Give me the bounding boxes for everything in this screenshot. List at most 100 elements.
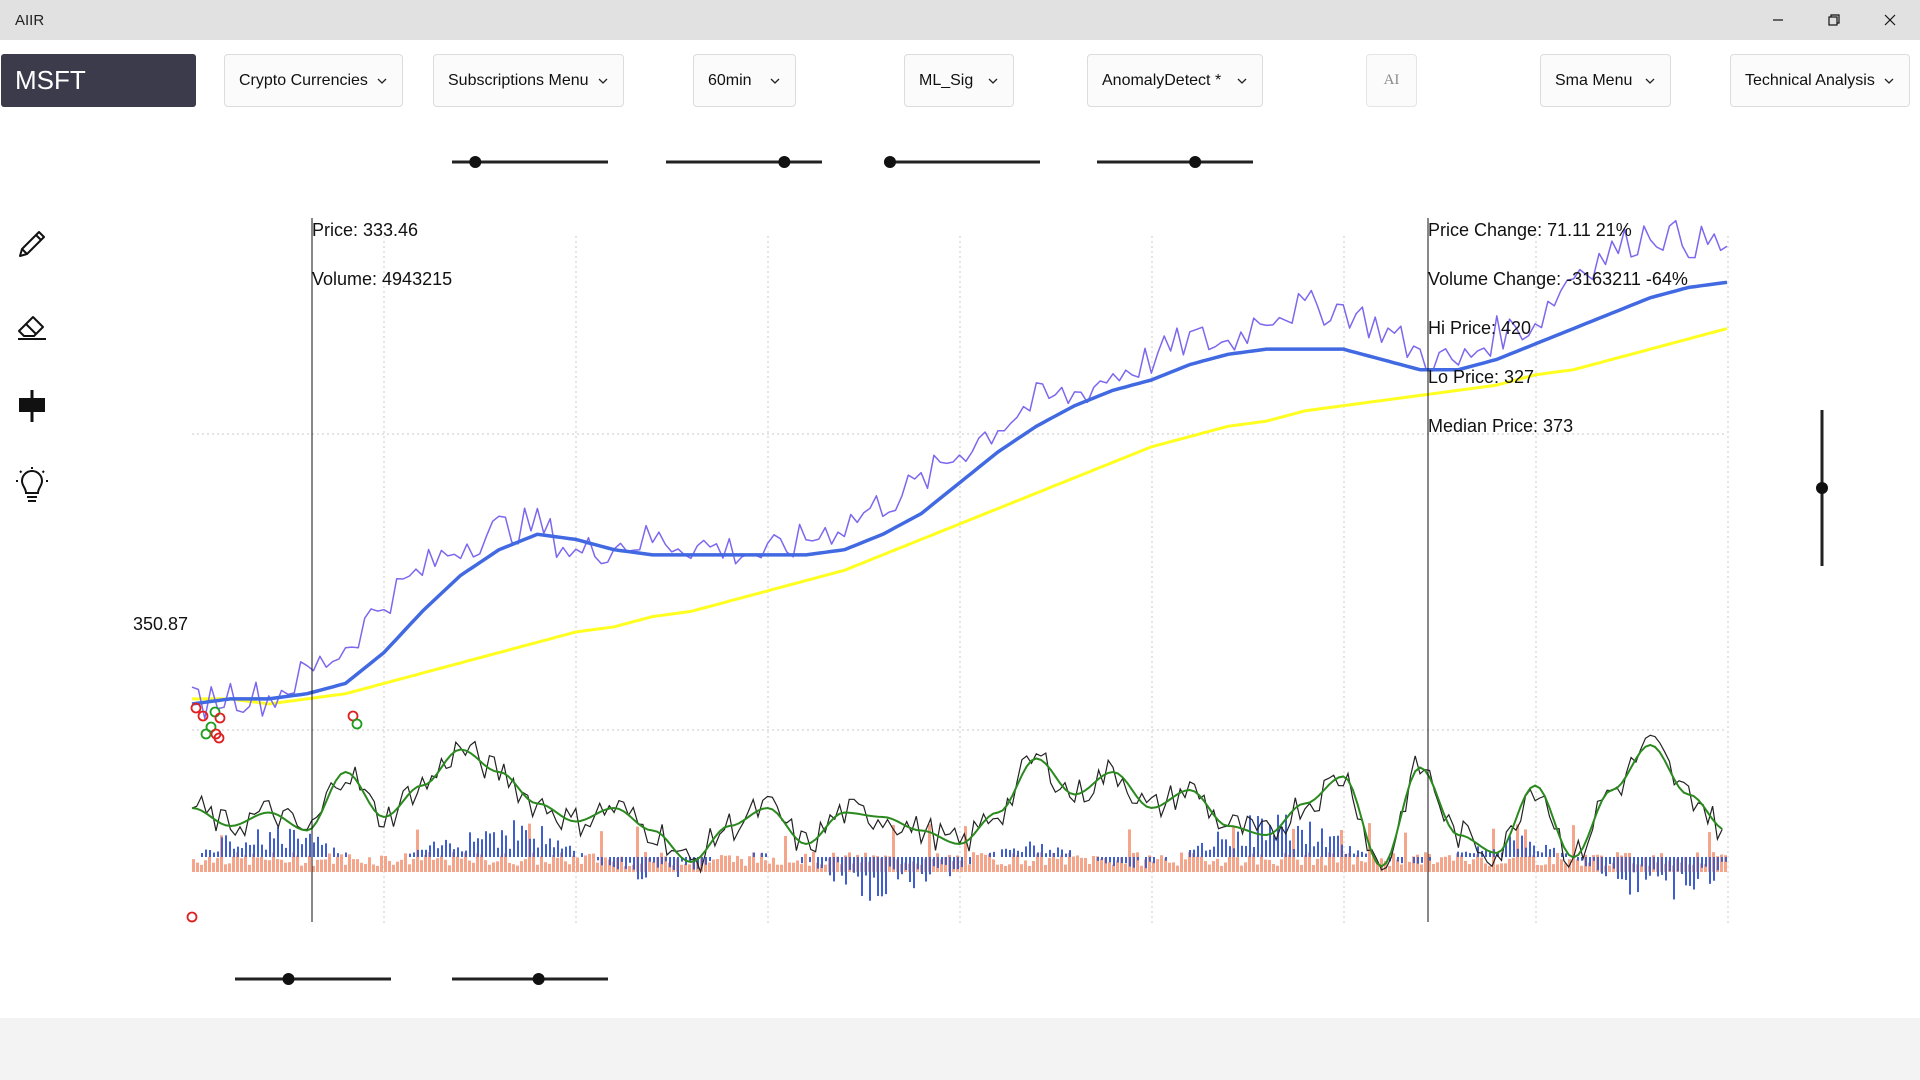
volume-bar bbox=[1380, 858, 1383, 872]
momentum-bar bbox=[1597, 857, 1599, 871]
volume-bar bbox=[472, 862, 475, 872]
volume-bar bbox=[680, 864, 683, 872]
volume-bar bbox=[244, 855, 247, 872]
volume-bar bbox=[1520, 856, 1523, 872]
insight-tool-button[interactable] bbox=[8, 462, 56, 510]
sma-menu-dropdown[interactable]: Sma Menu bbox=[1540, 54, 1671, 107]
restore-button[interactable] bbox=[1806, 0, 1862, 40]
momentum-bar bbox=[453, 849, 455, 857]
momentum-bar bbox=[617, 857, 619, 870]
momentum-bar bbox=[237, 846, 239, 857]
volume-bar bbox=[1248, 855, 1251, 872]
momentum-bar bbox=[1541, 852, 1543, 857]
momentum-bar bbox=[705, 857, 707, 865]
momentum-bar bbox=[1101, 857, 1103, 861]
vertical-slider[interactable] bbox=[1810, 408, 1834, 568]
momentum-bar bbox=[493, 832, 495, 857]
slider-thumb[interactable] bbox=[1816, 482, 1828, 494]
momentum-bar bbox=[1713, 857, 1715, 881]
volume-bar bbox=[1048, 857, 1051, 872]
slider-thumb[interactable] bbox=[532, 973, 545, 985]
top-slider-3[interactable] bbox=[882, 150, 1042, 174]
volume-bar bbox=[788, 862, 791, 872]
subscriptions-menu-dropdown[interactable]: Subscriptions Menu bbox=[433, 54, 624, 107]
erase-tool-button[interactable] bbox=[8, 302, 56, 350]
momentum-bar bbox=[1197, 845, 1199, 857]
top-slider-2[interactable] bbox=[664, 150, 824, 174]
volume-bar bbox=[1496, 864, 1499, 872]
momentum-bar bbox=[817, 857, 819, 869]
volume-bar bbox=[1076, 855, 1079, 872]
technical-analysis-dropdown[interactable]: Technical Analysis bbox=[1730, 54, 1910, 107]
volume-bar bbox=[1328, 852, 1331, 872]
slider-thumb[interactable] bbox=[282, 973, 295, 985]
volume-bar bbox=[1360, 861, 1363, 872]
anomaly-detect-dropdown[interactable]: AnomalyDetect * bbox=[1087, 54, 1263, 107]
volume-bar bbox=[204, 860, 207, 872]
timeframe-dropdown[interactable]: 60min bbox=[693, 54, 796, 107]
momentum-bar bbox=[1037, 852, 1039, 857]
volume-bar bbox=[544, 862, 547, 872]
volume-bar bbox=[260, 856, 263, 872]
momentum-bar bbox=[289, 828, 291, 857]
momentum-bar bbox=[701, 857, 703, 866]
volume-bar bbox=[604, 857, 607, 872]
momentum-bar bbox=[1457, 851, 1459, 857]
momentum-bar bbox=[1309, 821, 1311, 857]
momentum-bar bbox=[225, 835, 227, 857]
volume-bar bbox=[1460, 855, 1463, 872]
volume-bar bbox=[1040, 852, 1043, 872]
volume-bar bbox=[1256, 864, 1259, 872]
volume-bar bbox=[396, 861, 399, 872]
ai-button[interactable]: AI bbox=[1366, 54, 1417, 107]
momentum-bar bbox=[1605, 857, 1607, 877]
top-slider-1[interactable] bbox=[450, 150, 610, 174]
slider-thumb[interactable] bbox=[469, 156, 482, 168]
main-content: MSFT Crypto Currencies Subscriptions Men… bbox=[0, 40, 1920, 1018]
momentum-bar bbox=[661, 857, 663, 865]
volume-bar bbox=[1564, 863, 1567, 872]
close-button[interactable] bbox=[1862, 0, 1918, 40]
volume-bar bbox=[380, 855, 383, 872]
slider-thumb[interactable] bbox=[778, 156, 791, 168]
volume-bar bbox=[420, 860, 423, 872]
volume-bar bbox=[556, 857, 559, 872]
slider-thumb[interactable] bbox=[884, 156, 896, 168]
momentum-bar bbox=[941, 857, 943, 865]
restore-icon bbox=[1828, 14, 1840, 26]
momentum-bar bbox=[305, 837, 307, 857]
momentum-bar bbox=[825, 857, 827, 862]
volume-bar bbox=[1580, 865, 1583, 872]
volume-bar bbox=[364, 864, 367, 872]
momentum-bar bbox=[505, 835, 507, 857]
volume-bar bbox=[1344, 854, 1347, 872]
momentum-bar bbox=[1013, 848, 1015, 857]
volume-bar bbox=[996, 864, 999, 872]
top-slider-4[interactable] bbox=[1095, 150, 1255, 174]
crypto-currencies-dropdown[interactable]: Crypto Currencies bbox=[224, 54, 403, 107]
momentum-bar bbox=[1681, 857, 1683, 874]
lightbulb-icon bbox=[16, 467, 48, 502]
symbol-selector[interactable]: MSFT bbox=[1, 54, 196, 107]
bottom-slider-2[interactable] bbox=[450, 967, 610, 991]
volume-bar bbox=[1056, 858, 1059, 872]
momentum-bar bbox=[1581, 857, 1583, 861]
ml-sig-dropdown[interactable]: ML_Sig bbox=[904, 54, 1014, 107]
slider-thumb[interactable] bbox=[1189, 156, 1202, 168]
momentum-bar bbox=[1693, 857, 1695, 890]
minimize-button[interactable] bbox=[1750, 0, 1806, 40]
momentum-bar bbox=[1233, 848, 1235, 857]
price-chart[interactable] bbox=[0, 40, 1920, 1018]
volume-bar bbox=[1312, 865, 1315, 872]
candlestick-tool-button[interactable] bbox=[8, 382, 56, 430]
volume-bar bbox=[1392, 853, 1395, 872]
momentum-bar bbox=[537, 847, 539, 857]
bottom-slider-1[interactable] bbox=[233, 967, 393, 991]
momentum-bar bbox=[437, 848, 439, 857]
volume-bar bbox=[328, 853, 331, 872]
draw-tool-button[interactable] bbox=[8, 220, 56, 268]
volume-bar bbox=[736, 855, 739, 872]
momentum-bar bbox=[1621, 857, 1623, 880]
volume-bar bbox=[976, 854, 979, 872]
volume-bar bbox=[280, 859, 283, 872]
